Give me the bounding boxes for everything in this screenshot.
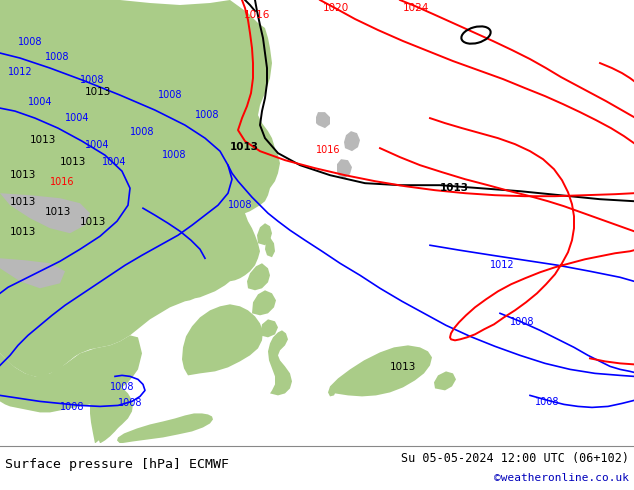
Text: 1008: 1008 (162, 150, 186, 160)
Text: 1012: 1012 (8, 67, 32, 77)
Text: 1008: 1008 (45, 52, 70, 62)
Polygon shape (328, 345, 432, 396)
Polygon shape (182, 304, 263, 375)
Text: 1016: 1016 (316, 145, 340, 155)
Text: 1008: 1008 (228, 200, 252, 210)
Text: 1013: 1013 (10, 197, 36, 207)
Text: 1016: 1016 (50, 177, 75, 187)
Text: 1004: 1004 (65, 113, 89, 123)
Polygon shape (434, 371, 456, 391)
Text: 1013: 1013 (10, 170, 36, 180)
Text: 1008: 1008 (510, 318, 534, 327)
Polygon shape (257, 223, 272, 245)
Polygon shape (91, 368, 125, 443)
Text: 1013: 1013 (85, 87, 112, 97)
Polygon shape (268, 330, 292, 395)
Text: 1008: 1008 (535, 397, 559, 407)
Text: 1004: 1004 (28, 97, 53, 107)
Text: 1008: 1008 (130, 127, 155, 137)
Text: 1016: 1016 (244, 10, 270, 20)
Text: 1013: 1013 (390, 363, 417, 372)
Polygon shape (265, 237, 275, 257)
Text: 1004: 1004 (102, 157, 127, 167)
Polygon shape (90, 386, 133, 443)
Text: 1024: 1024 (403, 3, 429, 13)
Polygon shape (316, 112, 330, 128)
Polygon shape (0, 335, 142, 413)
Text: 1008: 1008 (18, 37, 42, 47)
Text: 1013: 1013 (230, 142, 259, 152)
Polygon shape (0, 193, 90, 233)
Text: 1008: 1008 (158, 90, 183, 100)
Text: 1012: 1012 (490, 260, 515, 270)
Text: ©weatheronline.co.uk: ©weatheronline.co.uk (494, 473, 629, 483)
Text: 1008: 1008 (80, 75, 105, 85)
Polygon shape (0, 0, 280, 376)
Text: Surface pressure [hPa] ECMWF: Surface pressure [hPa] ECMWF (5, 458, 229, 471)
Text: 1013: 1013 (30, 135, 56, 145)
Text: 1008: 1008 (60, 402, 84, 413)
Polygon shape (0, 258, 65, 288)
Polygon shape (117, 414, 213, 443)
Text: 1013: 1013 (440, 183, 469, 193)
Polygon shape (260, 319, 278, 337)
Polygon shape (252, 290, 276, 316)
Text: 1013: 1013 (45, 207, 72, 217)
Text: 1013: 1013 (80, 217, 107, 227)
Text: 1020: 1020 (323, 3, 349, 13)
Polygon shape (247, 263, 270, 290)
Polygon shape (344, 131, 360, 151)
Text: 1008: 1008 (118, 398, 143, 408)
Text: 1013: 1013 (10, 227, 36, 237)
Text: 1013: 1013 (60, 157, 86, 167)
Text: 1004: 1004 (85, 140, 110, 150)
Polygon shape (337, 159, 352, 178)
Text: 1008: 1008 (195, 110, 219, 120)
Text: Su 05-05-2024 12:00 UTC (06+102): Su 05-05-2024 12:00 UTC (06+102) (401, 452, 629, 465)
Text: 1008: 1008 (110, 382, 134, 392)
